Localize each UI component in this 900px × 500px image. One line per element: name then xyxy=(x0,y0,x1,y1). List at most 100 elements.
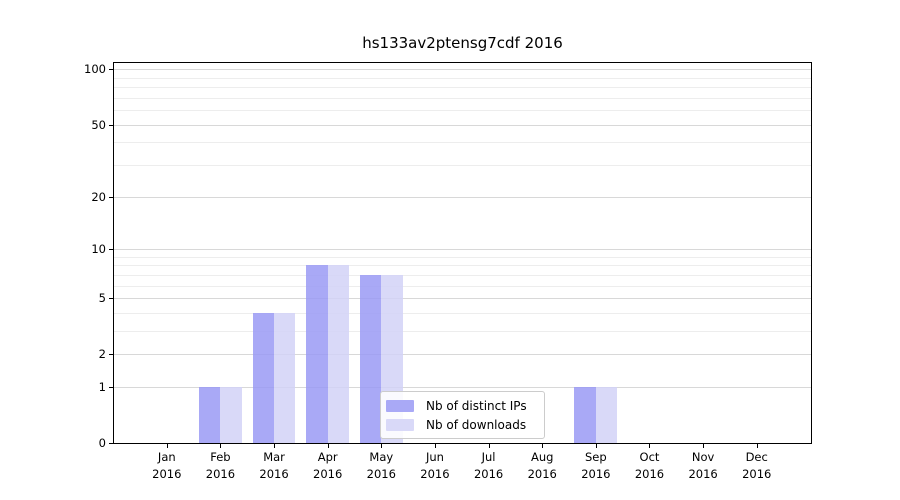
y-tick-mark-10 xyxy=(109,248,113,250)
bar-nb-of-downloads-sep xyxy=(595,386,618,443)
x-tick-year: 2016 xyxy=(205,467,236,481)
gridline-minor-80 xyxy=(114,87,811,89)
y-tick-label-20: 20 xyxy=(91,189,106,204)
x-tick-label-nov: Nov 2016 xyxy=(668,449,738,483)
x-tick-mark-jan xyxy=(166,444,168,448)
y-tick-mark-2 xyxy=(109,354,113,356)
x-tick-month: Mar xyxy=(263,450,285,464)
x-tick-year: 2016 xyxy=(527,467,557,481)
bar-nb-of-distinct-ips-sep xyxy=(574,386,596,443)
gridline-major-20 xyxy=(114,196,811,198)
x-tick-month: Jun xyxy=(425,450,444,464)
x-tick-label-oct: Oct 2016 xyxy=(614,449,684,483)
x-tick-month: Feb xyxy=(210,450,231,464)
x-tick-label-dec: Dec 2016 xyxy=(722,449,792,483)
gridline-major-5 xyxy=(114,297,811,299)
legend-swatch-distinct-ips xyxy=(386,399,414,412)
x-tick-label-feb: Feb 2016 xyxy=(185,449,255,483)
legend-item-downloads: Nb of downloads xyxy=(386,416,536,434)
x-tick-month: Jul xyxy=(481,450,496,464)
x-tick-month: Dec xyxy=(745,450,768,464)
gridline-minor-90 xyxy=(114,77,811,79)
x-tick-month: Sep xyxy=(584,450,607,464)
x-tick-mark-mar xyxy=(274,444,276,448)
y-tick-mark-5 xyxy=(109,297,113,299)
y-tick-mark-20 xyxy=(109,196,113,198)
legend: Nb of distinct IPs Nb of downloads xyxy=(380,391,545,439)
chart-title: hs133av2ptensg7cdf 2016 xyxy=(362,34,563,52)
x-tick-year: 2016 xyxy=(366,467,396,481)
gridline-minor-70 xyxy=(114,98,811,100)
y-tick-label-0: 0 xyxy=(98,436,106,450)
plot-area xyxy=(113,62,812,444)
gridline-minor-60 xyxy=(114,110,811,112)
x-tick-mark-jul xyxy=(488,444,490,448)
gridline-major-100 xyxy=(114,69,811,71)
x-tick-label-aug: Aug 2016 xyxy=(507,449,577,483)
x-tick-year: 2016 xyxy=(634,467,665,481)
x-tick-label-sep: Sep 2016 xyxy=(561,449,631,483)
bar-nb-of-distinct-ips-may xyxy=(359,274,382,443)
x-tick-label-jun: Jun 2016 xyxy=(400,449,470,483)
gridline-major-50 xyxy=(114,124,811,126)
y-tick-label-10: 10 xyxy=(91,241,106,256)
bar-nb-of-distinct-ips-mar xyxy=(252,312,275,443)
y-tick-mark-100 xyxy=(109,69,113,71)
y-tick-label-50: 50 xyxy=(91,117,106,132)
gridline-minor-6 xyxy=(114,285,811,287)
x-tick-mark-aug xyxy=(542,444,544,448)
legend-item-distinct-ips: Nb of distinct IPs xyxy=(386,397,536,415)
x-tick-label-apr: Apr 2016 xyxy=(293,449,363,483)
x-tick-year: 2016 xyxy=(259,467,289,481)
x-tick-year: 2016 xyxy=(473,467,504,481)
x-tick-label-may: May 2016 xyxy=(346,449,416,483)
legend-label-downloads: Nb of downloads xyxy=(426,417,527,432)
x-tick-year: 2016 xyxy=(313,467,343,481)
gridline-minor-40 xyxy=(114,142,811,144)
x-tick-month: Jan xyxy=(157,450,176,464)
x-tick-mark-sep xyxy=(595,444,597,448)
x-tick-mark-dec xyxy=(756,444,758,448)
y-tick-mark-1 xyxy=(109,386,113,388)
x-tick-month: Aug xyxy=(530,450,554,464)
y-tick-mark-0 xyxy=(109,443,113,444)
gridline-minor-3 xyxy=(114,330,811,332)
x-tick-mark-feb xyxy=(220,444,222,448)
bar-nb-of-downloads-feb xyxy=(220,386,242,443)
x-tick-year: 2016 xyxy=(152,467,182,481)
x-tick-month: Apr xyxy=(317,450,338,464)
bar-nb-of-downloads-mar xyxy=(274,312,296,443)
x-tick-label-jan: Jan 2016 xyxy=(132,449,202,483)
y-tick-label-5: 5 xyxy=(98,290,106,305)
gridline-minor-8 xyxy=(114,265,811,267)
x-tick-mark-apr xyxy=(327,444,329,448)
legend-swatch-downloads xyxy=(386,418,414,431)
x-tick-label-jul: Jul 2016 xyxy=(454,449,524,483)
y-tick-label-1: 1 xyxy=(98,379,106,394)
bar-nb-of-downloads-apr xyxy=(327,265,350,443)
gridline-major-2 xyxy=(114,354,811,356)
x-tick-mark-oct xyxy=(649,444,651,448)
x-tick-mark-nov xyxy=(703,444,705,448)
y-tick-mark-50 xyxy=(109,124,113,126)
y-tick-label-2: 2 xyxy=(98,347,106,362)
x-tick-year: 2016 xyxy=(581,467,611,481)
gridline-minor-30 xyxy=(114,165,811,167)
x-tick-month: May xyxy=(369,450,394,464)
x-tick-mark-jun xyxy=(434,444,436,448)
legend-label-distinct-ips: Nb of distinct IPs xyxy=(426,398,527,413)
x-tick-label-mar: Mar 2016 xyxy=(239,449,309,483)
x-tick-year: 2016 xyxy=(420,467,450,481)
gridline-minor-7 xyxy=(114,274,811,276)
x-tick-year: 2016 xyxy=(688,467,718,481)
gridline-minor-9 xyxy=(114,256,811,258)
y-tick-label-100: 100 xyxy=(84,62,106,77)
x-tick-year: 2016 xyxy=(742,467,772,481)
gridline-minor-4 xyxy=(114,312,811,314)
x-tick-month: Oct xyxy=(639,450,660,464)
bar-nb-of-distinct-ips-feb xyxy=(198,386,221,443)
x-tick-mark-may xyxy=(381,444,383,448)
gridline-major-10 xyxy=(114,248,811,250)
gridline-major-1 xyxy=(114,386,811,388)
